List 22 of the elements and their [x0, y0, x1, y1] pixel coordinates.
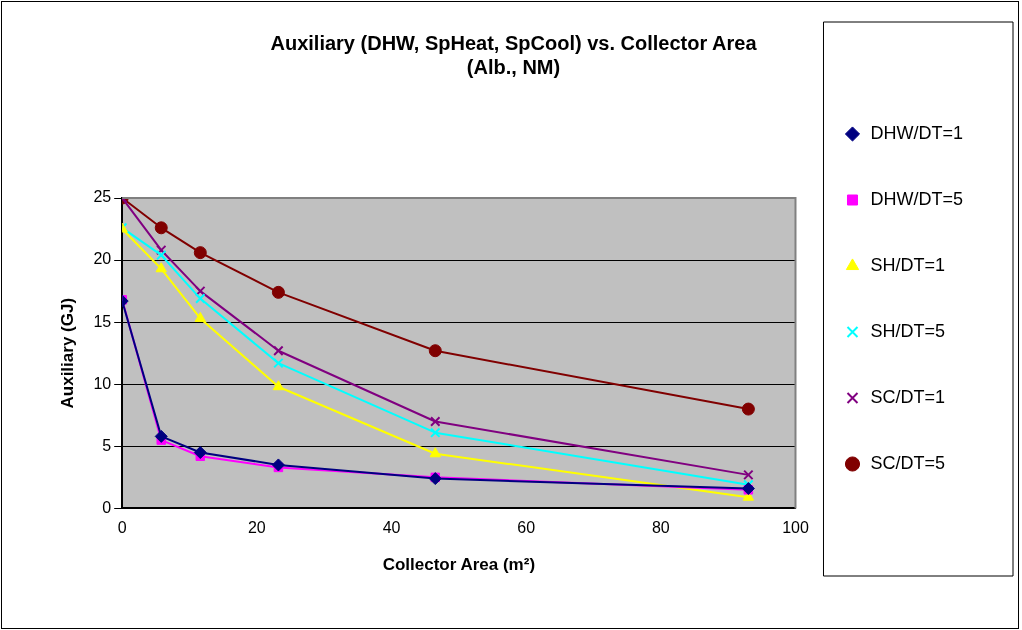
- legend-label: DHW/DT=1: [870, 122, 964, 143]
- x-tick-label: 80: [651, 519, 670, 537]
- legend-label: SH/DT=1: [870, 254, 946, 275]
- x-tick-label: 0: [117, 519, 127, 537]
- legend-label: SC/DT=5: [870, 452, 946, 473]
- y-axis-title: Auxiliary (GJ): [57, 297, 77, 409]
- legend-label: SC/DT=1: [870, 386, 946, 407]
- legend-label: SH/DT=5: [870, 320, 946, 341]
- legend-label: DHW/DT=5: [870, 188, 964, 209]
- y-tick-label: 5: [102, 436, 112, 454]
- x-tick-label: 60: [517, 519, 536, 537]
- chart-title: Auxiliary (DHW, SpHeat, SpCool) vs. Collector Area: [270, 31, 758, 54]
- y-tick-label: 25: [93, 188, 112, 206]
- y-tick-label: 15: [93, 312, 112, 330]
- y-tick-label: 20: [93, 250, 112, 268]
- y-tick-label: 0: [102, 498, 112, 516]
- x-tick-label: 100: [782, 519, 809, 537]
- y-tick-label: 10: [93, 374, 112, 392]
- chart-subtitle: (Alb., NM): [466, 55, 561, 78]
- x-tick-label: 20: [247, 519, 266, 537]
- x-axis-title: Collector Area (m²): [382, 555, 536, 575]
- x-tick-label: 40: [382, 519, 401, 537]
